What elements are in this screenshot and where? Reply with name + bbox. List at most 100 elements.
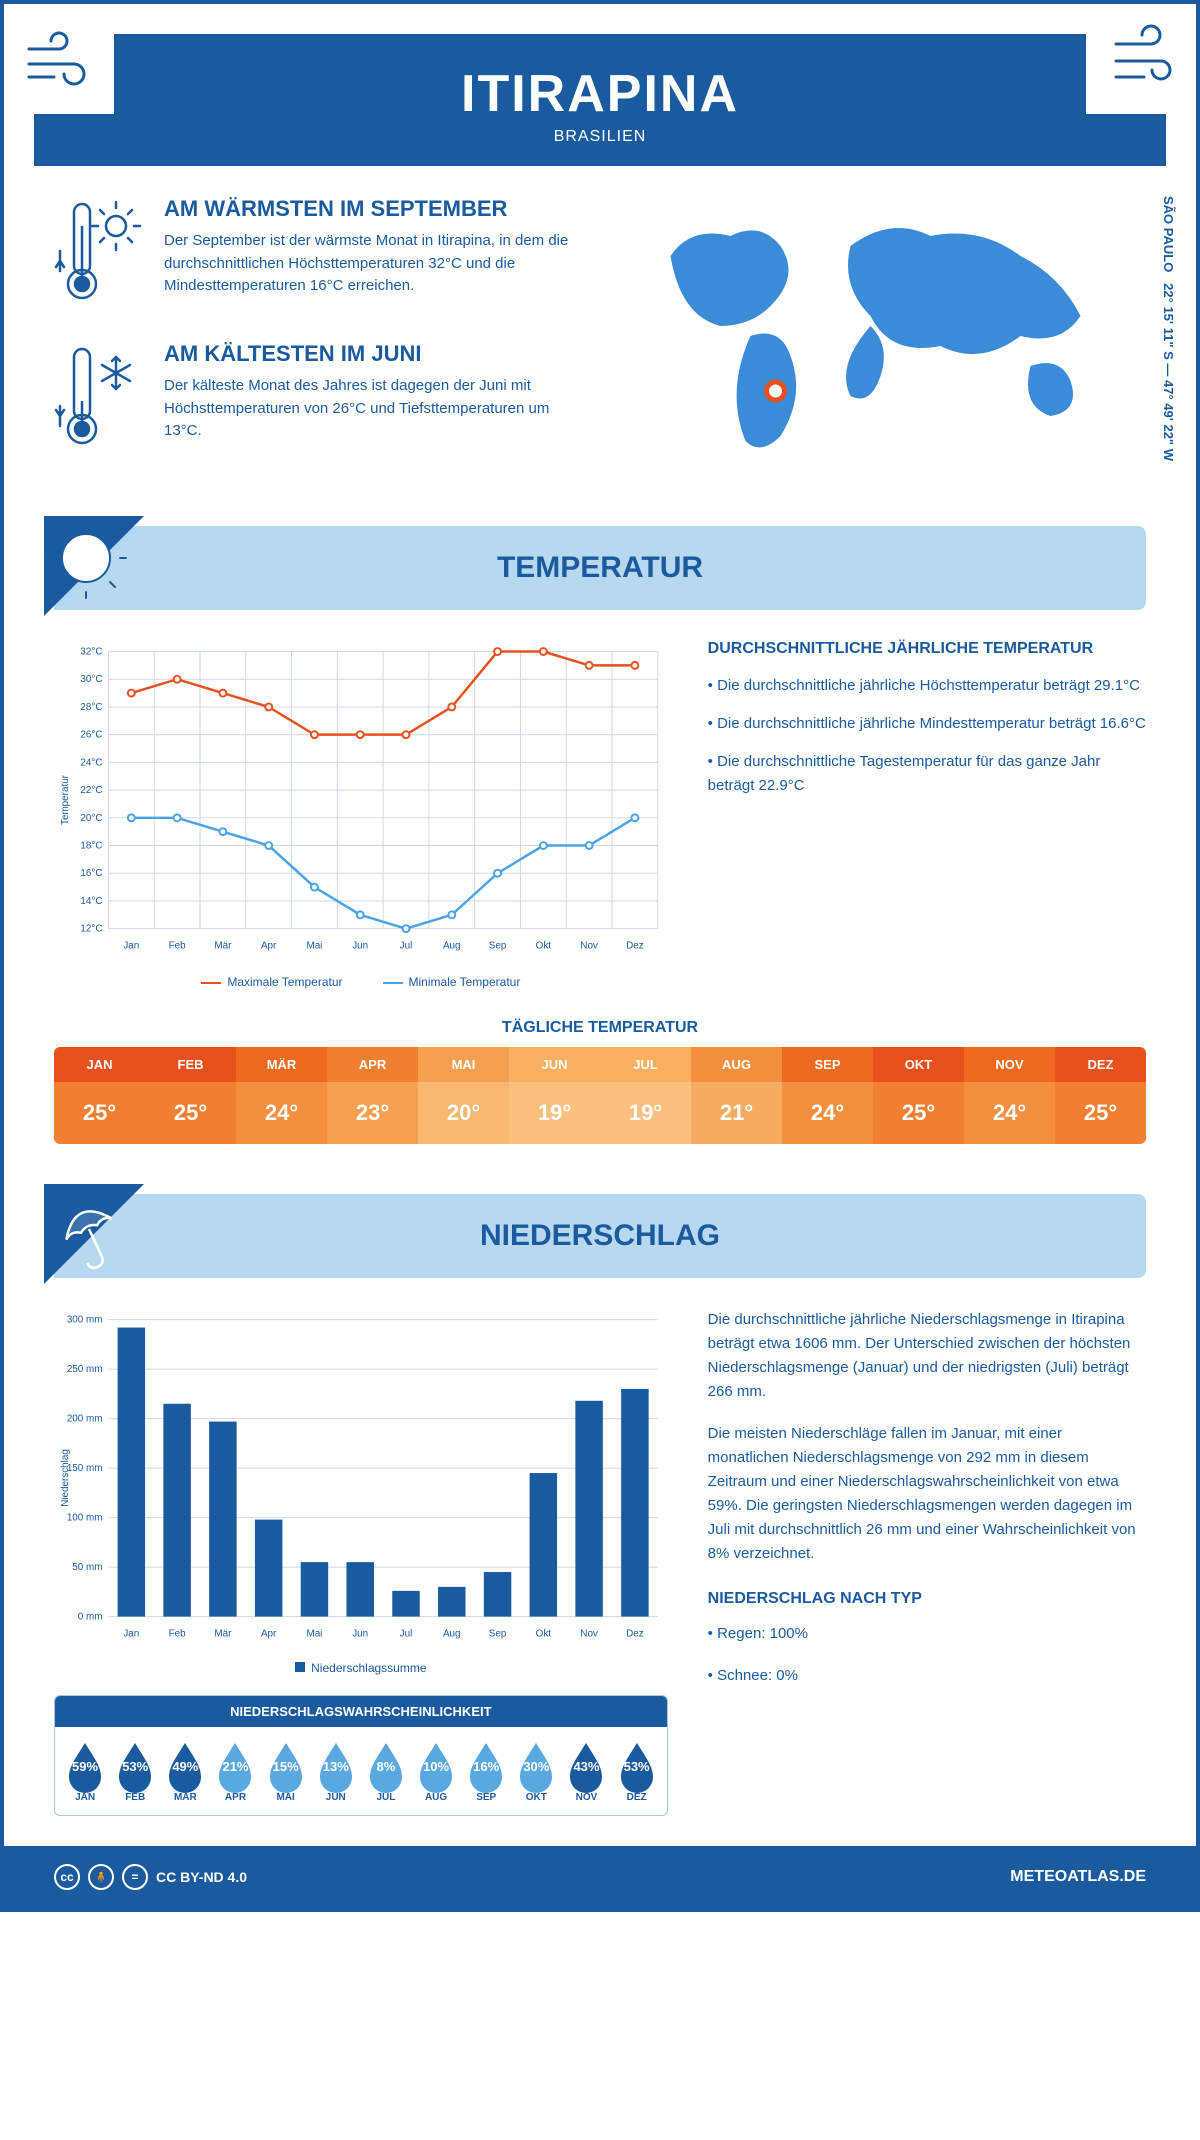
svg-text:Jan: Jan [123, 1628, 139, 1639]
temp-bullet: • Die durchschnittliche Tagestemperatur … [708, 750, 1146, 798]
daily-col: DEZ25° [1055, 1047, 1146, 1144]
world-map: SÃO PAULO 22° 15' 11" S — 47° 49' 22" W [615, 196, 1146, 486]
precip-type-bullet: • Regen: 100% [708, 1622, 1146, 1646]
svg-text:300 mm: 300 mm [67, 1315, 103, 1326]
daily-col: AUG21° [691, 1047, 782, 1144]
svg-text:20°C: 20°C [80, 813, 102, 824]
legend-max: Maximale Temperatur [201, 975, 342, 989]
temp-bullet: • Die durchschnittliche jährliche Mindes… [708, 712, 1146, 736]
svg-text:Temperatur: Temperatur [60, 774, 71, 825]
svg-text:Dez: Dez [626, 940, 644, 951]
probability-drop: 30%OKT [512, 1739, 560, 1803]
svg-text:32°C: 32°C [80, 647, 102, 658]
svg-text:Sep: Sep [489, 1628, 507, 1639]
coldest-text: Der kälteste Monat des Jahres ist dagege… [164, 375, 585, 443]
temp-bullet: • Die durchschnittliche jährliche Höchst… [708, 674, 1146, 698]
svg-text:Jul: Jul [400, 940, 413, 951]
svg-text:Nov: Nov [580, 940, 598, 951]
site-name: METEOATLAS.DE [1010, 1868, 1146, 1886]
svg-text:Mai: Mai [306, 1628, 322, 1639]
daily-col: FEB25° [145, 1047, 236, 1144]
svg-text:14°C: 14°C [80, 896, 102, 907]
temperature-line-chart: 12°C14°C16°C18°C20°C22°C24°C26°C28°C30°C… [54, 640, 668, 989]
wind-icon [1086, 4, 1196, 114]
precip-p2: Die meisten Niederschläge fallen im Janu… [708, 1422, 1146, 1566]
svg-text:22°C: 22°C [80, 785, 102, 796]
daily-col: JUN19° [509, 1047, 600, 1144]
daily-col: MAI20° [418, 1047, 509, 1144]
thermometer-hot-icon [54, 196, 144, 311]
probability-drop: 15%MAI [262, 1739, 310, 1803]
coord-lon: 47° 49' 22" W [1161, 380, 1176, 461]
svg-text:Aug: Aug [443, 1628, 461, 1639]
warmest-fact: AM WÄRMSTEN IM SEPTEMBER Der September i… [54, 196, 585, 311]
probability-drop: 49%MÄR [161, 1739, 209, 1803]
svg-text:Dez: Dez [626, 1628, 644, 1639]
precipitation-heading: NIEDERSCHLAG [480, 1219, 720, 1252]
precipitation-summary: Die durchschnittliche jährliche Niedersc… [708, 1308, 1146, 1816]
svg-text:Jan: Jan [123, 940, 139, 951]
probability-drop: 53%FEB [111, 1739, 159, 1803]
daily-col: JUL19° [600, 1047, 691, 1144]
prob-title: NIEDERSCHLAGSWAHRSCHEINLICHKEIT [55, 1696, 667, 1727]
probability-drop: 59%JAN [61, 1739, 109, 1803]
daily-col: JAN25° [54, 1047, 145, 1144]
daily-col: NOV24° [964, 1047, 1055, 1144]
precip-type-heading: NIEDERSCHLAG NACH TYP [708, 1586, 1146, 1612]
svg-text:Mai: Mai [306, 940, 322, 951]
svg-text:16°C: 16°C [80, 868, 102, 879]
coord-lat: 22° 15' 11" S [1161, 283, 1176, 360]
precipitation-probability-box: NIEDERSCHLAGSWAHRSCHEINLICHKEIT 59%JAN53… [54, 1695, 668, 1816]
svg-text:250 mm: 250 mm [67, 1364, 103, 1375]
probability-drop: 10%AUG [412, 1739, 460, 1803]
svg-text:Mär: Mär [214, 1628, 232, 1639]
svg-text:Apr: Apr [261, 940, 277, 951]
wind-icon [4, 4, 114, 114]
probability-drop: 13%JUN [312, 1739, 360, 1803]
license-block: cc 🧍 = CC BY-ND 4.0 [54, 1864, 247, 1890]
svg-text:12°C: 12°C [80, 924, 102, 935]
svg-text:Okt: Okt [536, 1628, 552, 1639]
daily-col: MÄR24° [236, 1047, 327, 1144]
coord-region: SÃO PAULO [1161, 196, 1176, 272]
coordinates: SÃO PAULO 22° 15' 11" S — 47° 49' 22" W [1161, 196, 1176, 461]
footer: cc 🧍 = CC BY-ND 4.0 METEOATLAS.DE [4, 1846, 1196, 1908]
svg-text:Jul: Jul [400, 1628, 413, 1639]
probability-drop: 21%APR [211, 1739, 259, 1803]
page-frame: ITIRAPINA BRASILIEN AM WÄRMSTEN IM SEPTE… [0, 0, 1200, 1912]
temperature-summary: DURCHSCHNITTLICHE JÄHRLICHE TEMPERATUR •… [708, 640, 1146, 989]
nd-icon: = [122, 1864, 148, 1890]
probability-drop: 53%DEZ [613, 1739, 661, 1803]
svg-text:Jun: Jun [352, 1628, 368, 1639]
country-subtitle: BRASILIEN [34, 128, 1166, 146]
svg-text:Feb: Feb [169, 1628, 187, 1639]
daily-col: APR23° [327, 1047, 418, 1144]
sun-icon [44, 516, 144, 616]
daily-temp-table: JAN25°FEB25°MÄR24°APR23°MAI20°JUN19°JUL1… [54, 1047, 1146, 1144]
daily-temp-title: TÄGLICHE TEMPERATUR [54, 1019, 1146, 1037]
temp-summary-heading: DURCHSCHNITTLICHE JÄHRLICHE TEMPERATUR [708, 640, 1146, 658]
probability-drop: 16%SEP [462, 1739, 510, 1803]
svg-text:Mär: Mär [214, 940, 232, 951]
svg-text:Nov: Nov [580, 1628, 598, 1639]
temperature-banner: TEMPERATUR [54, 526, 1146, 610]
by-icon: 🧍 [88, 1864, 114, 1890]
svg-text:Apr: Apr [261, 1628, 277, 1639]
intro-row: AM WÄRMSTEN IM SEPTEMBER Der September i… [54, 196, 1146, 486]
coldest-title: AM KÄLTESTEN IM JUNI [164, 341, 585, 367]
precip-p1: Die durchschnittliche jährliche Niedersc… [708, 1308, 1146, 1404]
svg-text:Aug: Aug [443, 940, 461, 951]
precipitation-bar-chart: 0 mm50 mm100 mm150 mm200 mm250 mm300 mmJ… [54, 1308, 668, 1675]
precip-type-bullet: • Schnee: 0% [708, 1664, 1146, 1688]
temp-legend: Maximale Temperatur Minimale Temperatur [54, 975, 668, 989]
cc-icon: cc [54, 1864, 80, 1890]
svg-text:0 mm: 0 mm [78, 1612, 103, 1623]
header-banner: ITIRAPINA BRASILIEN [34, 34, 1166, 166]
precipitation-banner: NIEDERSCHLAG [54, 1194, 1146, 1278]
legend-min: Minimale Temperatur [383, 975, 521, 989]
svg-text:28°C: 28°C [80, 702, 102, 713]
warmest-text: Der September ist der wärmste Monat in I… [164, 230, 585, 298]
svg-text:24°C: 24°C [80, 757, 102, 768]
svg-text:Okt: Okt [536, 940, 552, 951]
temperature-heading: TEMPERATUR [497, 551, 703, 584]
